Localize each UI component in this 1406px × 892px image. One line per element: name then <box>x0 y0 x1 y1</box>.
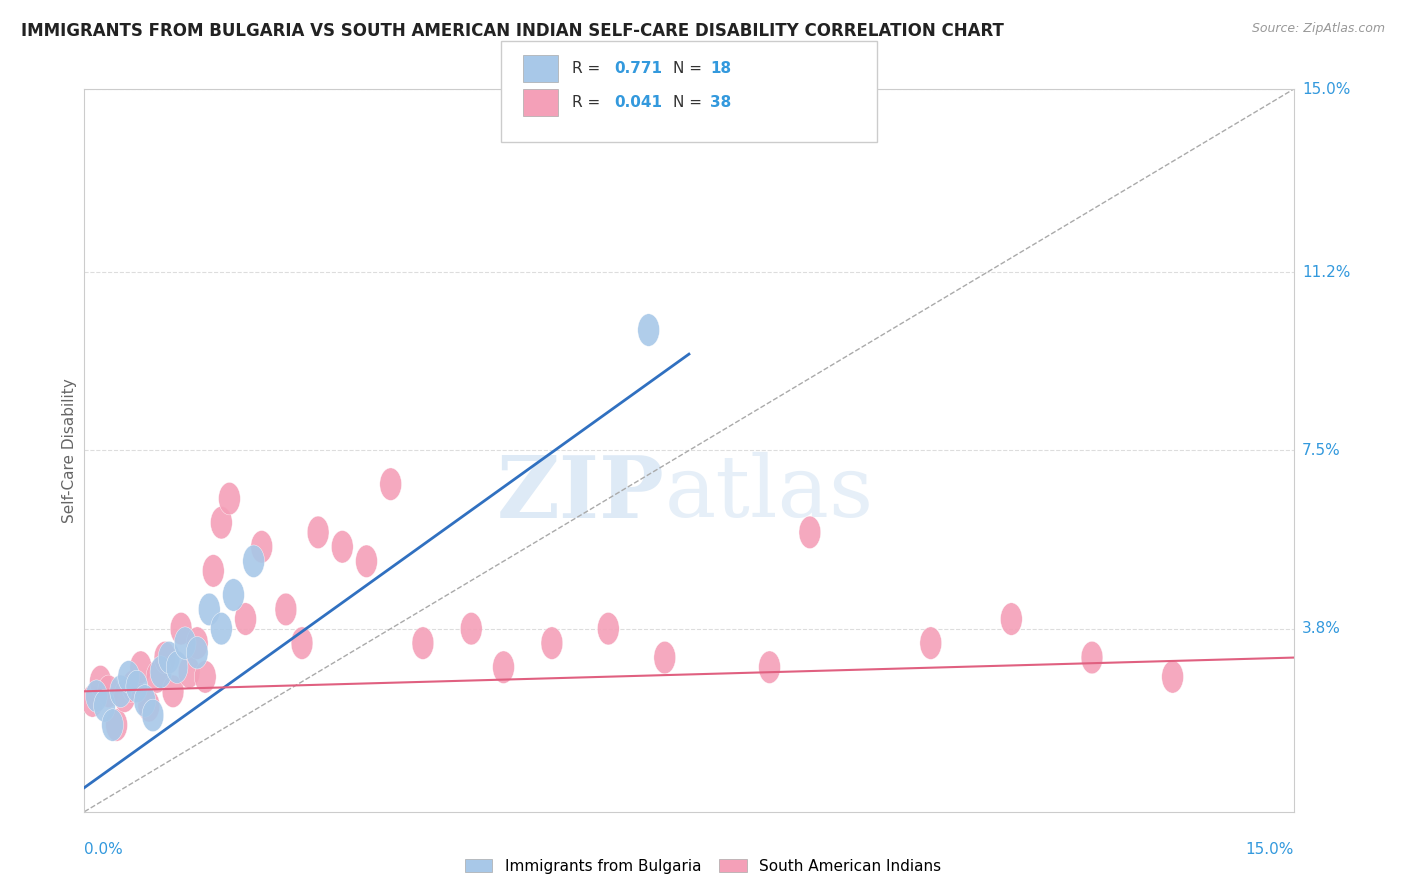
Ellipse shape <box>146 661 167 693</box>
Ellipse shape <box>122 670 143 703</box>
Ellipse shape <box>170 613 193 645</box>
Ellipse shape <box>1001 603 1022 635</box>
Ellipse shape <box>598 613 619 645</box>
Ellipse shape <box>129 651 152 683</box>
Ellipse shape <box>541 627 562 659</box>
Ellipse shape <box>127 670 148 703</box>
Ellipse shape <box>82 685 103 717</box>
Ellipse shape <box>243 545 264 577</box>
Text: atlas: atlas <box>665 452 875 535</box>
Ellipse shape <box>110 675 132 707</box>
Ellipse shape <box>187 637 208 669</box>
Ellipse shape <box>638 314 659 346</box>
Ellipse shape <box>198 593 221 625</box>
Text: N =: N = <box>673 95 703 110</box>
Ellipse shape <box>1161 661 1184 693</box>
Ellipse shape <box>134 685 156 717</box>
Text: 38: 38 <box>710 95 731 110</box>
Ellipse shape <box>356 545 377 577</box>
Text: R =: R = <box>572 95 600 110</box>
Text: 7.5%: 7.5% <box>1302 443 1340 458</box>
Ellipse shape <box>250 531 273 563</box>
Text: 18: 18 <box>710 62 731 76</box>
Ellipse shape <box>86 680 107 713</box>
Ellipse shape <box>308 516 329 549</box>
Ellipse shape <box>202 555 224 587</box>
Ellipse shape <box>97 675 120 707</box>
Ellipse shape <box>114 680 135 713</box>
Text: Source: ZipAtlas.com: Source: ZipAtlas.com <box>1251 22 1385 36</box>
Ellipse shape <box>166 651 188 683</box>
Ellipse shape <box>654 641 676 673</box>
Text: N =: N = <box>673 62 703 76</box>
Ellipse shape <box>211 507 232 539</box>
Ellipse shape <box>94 690 115 722</box>
Ellipse shape <box>492 651 515 683</box>
Text: IMMIGRANTS FROM BULGARIA VS SOUTH AMERICAN INDIAN SELF-CARE DISABILITY CORRELATI: IMMIGRANTS FROM BULGARIA VS SOUTH AMERIC… <box>21 22 1004 40</box>
Ellipse shape <box>90 665 111 698</box>
Ellipse shape <box>157 641 180 673</box>
Text: ZIP: ZIP <box>496 452 665 536</box>
Ellipse shape <box>412 627 434 659</box>
Ellipse shape <box>235 603 256 635</box>
Ellipse shape <box>276 593 297 625</box>
Text: 0.771: 0.771 <box>614 62 662 76</box>
Text: 0.0%: 0.0% <box>84 842 124 857</box>
Ellipse shape <box>118 661 139 693</box>
Ellipse shape <box>222 579 245 611</box>
Ellipse shape <box>150 656 172 689</box>
Ellipse shape <box>291 627 314 659</box>
Legend: Immigrants from Bulgaria, South American Indians: Immigrants from Bulgaria, South American… <box>458 853 948 880</box>
Ellipse shape <box>101 709 124 741</box>
Ellipse shape <box>187 627 208 659</box>
Ellipse shape <box>174 627 195 659</box>
Ellipse shape <box>332 531 353 563</box>
Ellipse shape <box>218 483 240 515</box>
Y-axis label: Self-Care Disability: Self-Care Disability <box>62 378 77 523</box>
Ellipse shape <box>155 641 176 673</box>
Text: 3.8%: 3.8% <box>1302 621 1341 636</box>
Ellipse shape <box>211 613 232 645</box>
Ellipse shape <box>920 627 942 659</box>
Ellipse shape <box>380 468 402 500</box>
Ellipse shape <box>138 690 160 722</box>
Ellipse shape <box>179 656 200 689</box>
Ellipse shape <box>142 699 163 731</box>
Ellipse shape <box>105 709 128 741</box>
Text: 0.041: 0.041 <box>614 95 662 110</box>
Ellipse shape <box>1081 641 1102 673</box>
Text: 11.2%: 11.2% <box>1302 265 1350 280</box>
Text: R =: R = <box>572 62 600 76</box>
Ellipse shape <box>194 661 217 693</box>
Ellipse shape <box>799 516 821 549</box>
Text: 15.0%: 15.0% <box>1302 82 1350 96</box>
Ellipse shape <box>759 651 780 683</box>
Ellipse shape <box>460 613 482 645</box>
Text: 15.0%: 15.0% <box>1246 842 1294 857</box>
Ellipse shape <box>162 675 184 707</box>
